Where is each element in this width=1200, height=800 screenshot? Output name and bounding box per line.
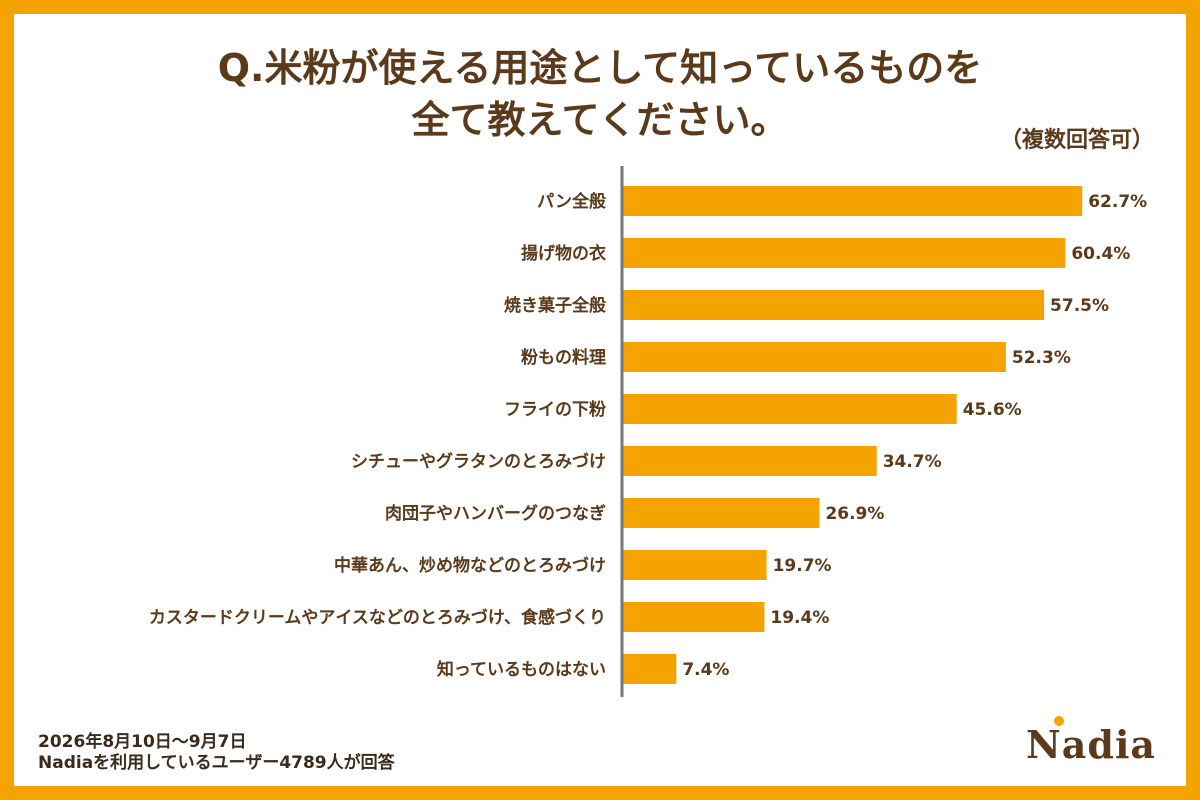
bar [622,498,820,528]
bar [622,446,877,476]
chart-title-line-1: Q.米粉が使える用途として知っているものを [217,46,983,90]
category-label: 焼き菓子全般 [504,295,606,316]
chart-title: Q.米粉が使える用途として知っているものを 全て教えてください。 [0,42,1200,146]
value-label: 34.7% [883,452,942,472]
category-label: カスタードクリームやアイスなどのとろみづけ、食感づくり [149,607,606,628]
survey-respondents: Nadiaを利用しているユーザー4789人が回答 [38,753,395,773]
bar [622,602,765,632]
category-label: 揚げ物の衣 [521,243,606,264]
value-label: 52.3% [1012,348,1071,368]
value-label: 60.4% [1071,244,1130,264]
bar [622,550,767,580]
value-label: 26.9% [825,504,884,524]
category-label: シチューやグラタンのとろみづけ [351,451,606,472]
category-label: フライの下粉 [504,399,606,420]
value-label: 57.5% [1050,296,1109,316]
multiple-answer-note: （複数回答可） [999,128,1154,153]
category-label: 知っているものはない [436,659,606,680]
category-label: パン全般 [537,191,606,212]
bar [622,654,677,684]
value-label: 19.7% [773,556,832,576]
bar [622,394,957,424]
value-label: 19.4% [770,608,829,628]
bar [622,290,1045,320]
category-label: 肉団子やハンバーグのつなぎ [385,503,606,524]
nadia-logo: Nadia [1026,716,1156,767]
bar [622,186,1083,216]
survey-footer: 2026年8月10日～9月7日 Nadiaを利用しているユーザー4789人が回答 [38,732,395,774]
logo-flower-icon [1054,716,1065,726]
chart-title-line-2: 全て教えてください。 [411,98,789,142]
survey-period: 2026年8月10日～9月7日 [38,732,247,752]
logo-text: Nadia [1026,722,1156,767]
value-label: 7.4% [682,660,729,680]
bar [622,238,1066,268]
category-label: 中華あん、炒め物などのとろみづけ [334,555,606,576]
chart-frame [14,14,1186,786]
category-label: 粉もの料理 [521,347,606,368]
value-label: 45.6% [963,400,1022,420]
value-label: 62.7% [1088,192,1147,212]
bar [622,342,1006,372]
